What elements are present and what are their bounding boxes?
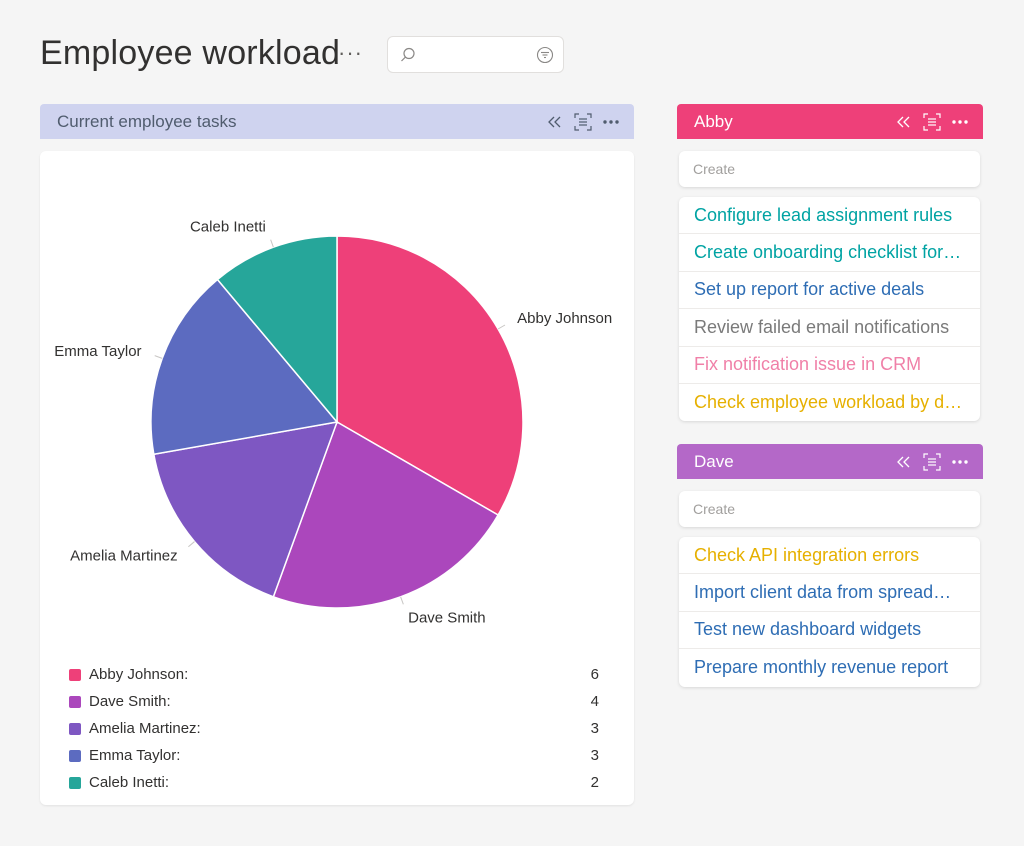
task-item[interactable]: Test new dashboard widgets	[679, 612, 980, 650]
legend-value: 3	[590, 747, 599, 764]
dave-column-title: Dave	[694, 451, 734, 471]
dave-column-header: Dave	[677, 444, 983, 479]
task-label: Check employee workload by d…	[694, 392, 963, 413]
pie-slice[interactable]	[272, 420, 500, 609]
focus-icon[interactable]	[574, 112, 592, 131]
legend-value: 6	[590, 666, 599, 683]
pie-label-connector	[188, 541, 195, 548]
task-label: Create onboarding checklist for…	[694, 242, 962, 263]
search-box[interactable]	[387, 36, 564, 73]
more-icon[interactable]	[951, 113, 969, 131]
focus-icon[interactable]	[923, 452, 941, 471]
task-item[interactable]: Set up report for active deals	[679, 272, 980, 310]
dave-create-input[interactable]: Create	[679, 491, 980, 527]
task-item[interactable]: Check employee workload by d…	[679, 384, 980, 421]
task-label: Review failed email notifications	[694, 316, 950, 337]
dave-task-list: Check API integration errors Import clie…	[679, 537, 980, 687]
task-item[interactable]: Prepare monthly revenue report	[679, 649, 980, 686]
legend-item: Emma Taylor: 3	[69, 742, 599, 769]
pie-slice-label: Dave Smith	[408, 609, 486, 626]
pie-label-connector	[497, 324, 506, 330]
pie-label-connector	[400, 596, 404, 605]
legend-value: 2	[590, 774, 599, 791]
task-item[interactable]: Configure lead assignment rules	[679, 197, 980, 235]
more-icon[interactable]	[602, 113, 620, 131]
legend-item: Abby Johnson: 6	[69, 661, 599, 688]
pie-slice[interactable]	[150, 278, 339, 456]
task-label: Configure lead assignment rules	[694, 204, 953, 225]
search-icon	[401, 47, 415, 62]
pie-slice-label: Abby Johnson	[517, 310, 612, 327]
legend-label: Amelia Martinez:	[89, 720, 201, 737]
legend-label: Dave Smith:	[89, 693, 171, 710]
legend-swatch	[69, 668, 81, 681]
legend-label: Abby Johnson:	[89, 666, 189, 683]
pie-chart: Abby Johnson Dave Smith Amelia Martinez Emm…	[54, 219, 612, 627]
task-item[interactable]: Check API integration errors	[679, 537, 980, 575]
abby-create-input[interactable]: Create	[679, 151, 980, 187]
chart-legend: Abby Johnson: 6 Dave Smith: 4 Amelia Mar…	[69, 661, 599, 796]
task-item[interactable]: Import client data from spread…	[679, 574, 980, 612]
legend-swatch	[69, 776, 81, 789]
pie-slice-label: Emma Taylor	[54, 343, 141, 360]
legend-item: Caleb Inetti: 2	[69, 769, 599, 796]
collapse-icon[interactable]	[895, 113, 913, 131]
task-label: Prepare monthly revenue report	[694, 657, 949, 678]
pie-label-connector	[270, 239, 274, 248]
pie-slice[interactable]	[336, 235, 524, 517]
filter-icon[interactable]	[536, 46, 554, 64]
task-item[interactable]: Review failed email notifications	[679, 309, 980, 347]
collapse-icon[interactable]	[895, 453, 913, 471]
task-label: Check API integration errors	[694, 544, 920, 565]
page-more-button[interactable]: ···	[338, 40, 363, 65]
legend-value: 3	[590, 720, 599, 737]
abby-task-list: Configure lead assignment rules Create o…	[679, 197, 980, 422]
page-title: Employee workload	[40, 34, 341, 72]
task-label: Set up report for active deals	[694, 279, 925, 300]
legend-swatch	[69, 695, 81, 708]
more-icon[interactable]	[951, 453, 969, 471]
legend-swatch	[69, 749, 81, 762]
task-label: Fix notification issue in CRM	[694, 354, 922, 375]
legend-swatch	[69, 722, 81, 735]
search-input[interactable]	[422, 45, 532, 65]
legend-item: Dave Smith: 4	[69, 688, 599, 715]
pie-slice-label: Amelia Martinez	[70, 548, 178, 565]
task-label: Import client data from spread…	[694, 582, 952, 603]
legend-item: Amelia Martinez: 3	[69, 715, 599, 742]
task-item[interactable]: Create onboarding checklist for…	[679, 234, 980, 272]
pie-slice-label: Caleb Inetti	[190, 219, 266, 236]
chart-panel-title: Current employee tasks	[57, 111, 237, 131]
collapse-icon[interactable]	[546, 113, 564, 131]
abby-column-header: Abby	[677, 104, 983, 139]
chart-card: Abby Johnson Dave Smith Amelia Martinez Emm…	[40, 151, 634, 805]
pie-label-connector	[154, 355, 163, 359]
legend-label: Caleb Inetti:	[89, 774, 170, 791]
chart-panel-header: Current employee tasks	[40, 104, 634, 139]
focus-icon[interactable]	[923, 112, 941, 131]
task-label: Test new dashboard widgets	[694, 619, 922, 640]
task-item[interactable]: Fix notification issue in CRM	[679, 347, 980, 384]
legend-label: Emma Taylor:	[89, 747, 181, 764]
legend-value: 4	[590, 693, 599, 710]
abby-column-title: Abby	[694, 111, 733, 131]
